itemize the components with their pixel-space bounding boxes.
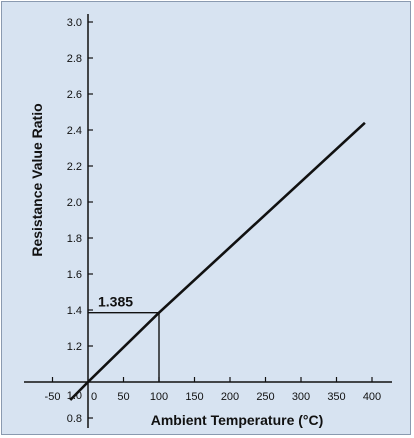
series-group	[69, 121, 366, 401]
y-tick-label: 2.2	[67, 161, 82, 173]
x-tick-label: -50	[45, 391, 61, 403]
y-tick-label: 1.6	[67, 269, 82, 281]
x-tick-label: 200	[221, 391, 239, 403]
y-axis-title: Resistance Value Ratio	[29, 103, 45, 256]
x-tick-label: 100	[150, 391, 168, 403]
x-tick-label: 400	[363, 391, 381, 403]
x-tick-label: 0	[91, 391, 97, 403]
y-tick-label: 0.8	[67, 413, 82, 425]
x-tick-label: 350	[327, 391, 345, 403]
x-tick-label: 300	[292, 391, 310, 403]
x-axis-title: Ambient Temperature (°C)	[151, 412, 324, 428]
annotation-label: 1.385	[98, 294, 133, 310]
y-tick-label: 3.0	[67, 17, 82, 29]
x-ticks: -50 0 50 100 150 200 250 300 350 400	[45, 377, 381, 403]
annotation-guides	[88, 312, 160, 382]
x-tick-label: 50	[117, 391, 129, 403]
x-tick-label: 250	[256, 391, 274, 403]
series-line	[69, 121, 366, 401]
y-tick-label: 1.4	[67, 305, 82, 317]
y-tick-label: 2.8	[67, 53, 82, 65]
y-tick-label: 2.4	[67, 125, 82, 137]
y-tick-label: 2.0	[67, 197, 82, 209]
y-tick-label: 1.2	[67, 341, 82, 353]
y-ticks: 0.81.01.21.41.61.82.02.22.42.62.83.0	[67, 17, 93, 425]
y-tick-label: 2.6	[67, 89, 82, 101]
y-tick-label: 1.8	[67, 233, 82, 245]
x-tick-label: 150	[185, 391, 203, 403]
